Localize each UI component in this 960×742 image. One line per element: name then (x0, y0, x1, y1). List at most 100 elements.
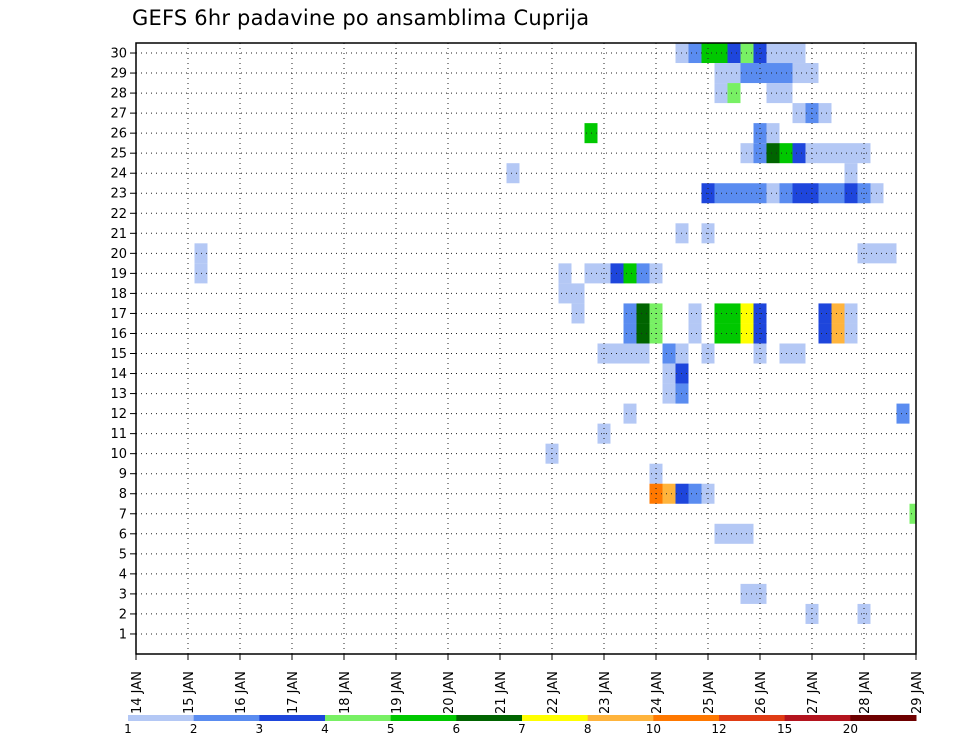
y-tick-label: 9 (119, 467, 127, 482)
x-tick-label: 20 JAN (442, 671, 457, 714)
colorbar-label: 2 (190, 722, 198, 736)
heatmap-cell (792, 343, 806, 364)
y-tick-label: 7 (119, 507, 127, 522)
heatmap-cell (727, 323, 741, 344)
heatmap-cell (623, 323, 637, 344)
heatmap-cell (766, 123, 780, 144)
x-tick-label: 16 JAN (234, 671, 249, 714)
heatmap-cell (688, 483, 702, 504)
heatmap-cell (896, 403, 910, 424)
x-tick-label: 15 JAN (182, 671, 197, 714)
y-axis-ticks: 1234567891011121314151617181920212223242… (110, 47, 136, 642)
colorbar-label: 10 (646, 722, 661, 736)
colorbar: 1 2 3 4 5 6 7 8 10 12 15 20 (124, 715, 917, 736)
y-tick-label: 22 (110, 207, 127, 222)
heatmap-cell (662, 483, 676, 504)
heatmap-cell (506, 163, 520, 184)
y-tick-label: 28 (110, 87, 127, 102)
y-tick-label: 24 (110, 167, 127, 182)
heatmap-cell (792, 103, 806, 124)
colorbar-label: 7 (518, 722, 526, 736)
colorbar-swatch (719, 715, 786, 721)
y-tick-label: 4 (119, 567, 127, 582)
heatmap-cell (623, 343, 637, 364)
y-tick-label: 13 (110, 387, 127, 402)
heatmap-cell (727, 523, 741, 544)
x-tick-label: 17 JAN (286, 671, 301, 714)
y-tick-label: 5 (119, 547, 127, 562)
y-tick-label: 30 (110, 47, 127, 62)
heatmap-cell (818, 183, 832, 204)
y-tick-label: 10 (110, 447, 127, 462)
heatmap-cell (662, 343, 676, 364)
y-tick-label: 23 (110, 187, 127, 202)
y-tick-label: 25 (110, 147, 127, 162)
x-tick-label: 19 JAN (390, 671, 405, 714)
heatmap-cell (623, 303, 637, 324)
colorbar-label: 6 (453, 722, 461, 736)
x-tick-label: 24 JAN (650, 671, 665, 714)
y-tick-label: 12 (110, 407, 127, 422)
y-tick-label: 29 (110, 67, 127, 82)
heatmap-cell (636, 343, 650, 364)
heatmap-cell (636, 263, 650, 284)
heatmap-cell (831, 143, 845, 164)
heatmap-cell (688, 43, 702, 64)
y-tick-label: 11 (110, 427, 127, 442)
colorbar-label: 5 (387, 722, 395, 736)
colorbar-swatch (653, 715, 720, 721)
heatmap-cell (792, 143, 806, 164)
heatmap-cell (792, 43, 806, 64)
x-axis-ticks: 14 JAN 15 JAN 16 JAN 17 JAN 18 JAN 19 JAN 20 J… (130, 654, 925, 714)
heatmap-cell (766, 143, 780, 164)
heatmap-cell (766, 63, 780, 84)
heatmap-cell (818, 103, 832, 124)
heatmap-cell (792, 63, 806, 84)
heatmap-cell (688, 323, 702, 344)
y-tick-label: 15 (110, 347, 127, 362)
x-tick-label: 14 JAN (130, 671, 145, 714)
heatmap-cell (727, 63, 741, 84)
colorbar-label: 20 (843, 722, 858, 736)
heatmap-cell (727, 183, 741, 204)
colorbar-swatch (259, 715, 326, 721)
heatmap-cell (831, 183, 845, 204)
x-tick-label: 28 JAN (858, 671, 873, 714)
colorbar-label: 4 (321, 722, 329, 736)
heatmap-cell (831, 303, 845, 324)
y-tick-label: 26 (110, 127, 127, 142)
heatmap-cell (558, 283, 572, 304)
heatmap-cell (727, 303, 741, 324)
heatmap-cell (636, 303, 650, 324)
plot-frame (135, 42, 917, 655)
colorbar-swatch (325, 715, 392, 721)
colorbar-swatch (193, 715, 260, 721)
x-tick-label: 23 JAN (598, 671, 613, 714)
y-tick-label: 3 (119, 587, 127, 602)
colorbar-label: 12 (711, 722, 726, 736)
colorbar-swatch (456, 715, 523, 721)
heatmap-cell (571, 303, 585, 324)
heatmap-cell (831, 323, 845, 344)
x-tick-label: 27 JAN (806, 671, 821, 714)
heatmap-cell (662, 383, 676, 404)
heatmap-cell (688, 303, 702, 324)
heatmap-cell (792, 183, 806, 204)
heatmap-cells (194, 43, 916, 624)
y-tick-label: 14 (110, 367, 127, 382)
x-tick-label: 29 JAN (910, 671, 925, 714)
colorbar-swatch (784, 715, 851, 721)
heatmap-cell (766, 83, 780, 104)
grid-lines (136, 43, 916, 654)
y-tick-label: 1 (119, 627, 127, 642)
heatmap-cell (571, 283, 585, 304)
heatmap-cell (636, 323, 650, 344)
y-tick-label: 6 (119, 527, 127, 542)
heatmap-cell (766, 183, 780, 204)
heatmap-cell (623, 403, 637, 424)
heatmap-cell (818, 323, 832, 344)
x-tick-label: 26 JAN (754, 671, 769, 714)
heatmap-cell (623, 263, 637, 284)
heatmap-cell (727, 83, 741, 104)
